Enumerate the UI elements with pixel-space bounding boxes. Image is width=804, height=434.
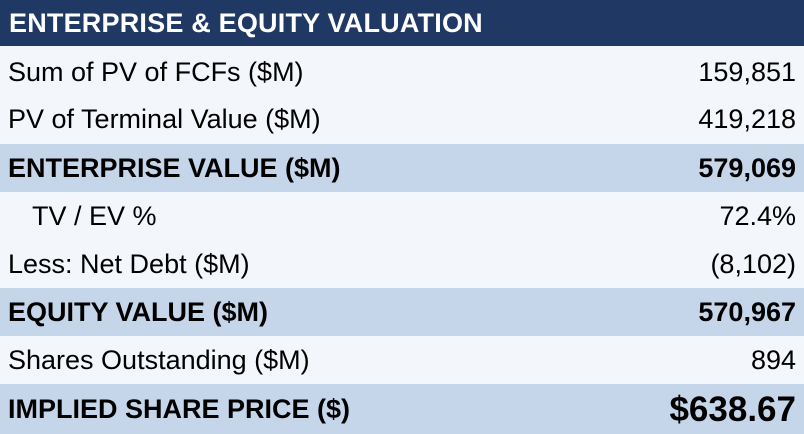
row-label: TV / EV % <box>32 200 157 231</box>
row-label: EQUITY VALUE ($M) <box>8 296 269 327</box>
row-shares-outstanding: Shares Outstanding ($M) 894 <box>0 336 804 384</box>
table-title-bar: ENTERPRISE & EQUITY VALUATION <box>0 0 804 46</box>
row-value: 570,967 <box>698 296 796 327</box>
row-value: 894 <box>750 344 796 375</box>
row-pv-terminal-value: PV of Terminal Value ($M) 419,218 <box>0 95 804 144</box>
row-label: Shares Outstanding ($M) <box>8 344 310 375</box>
row-label: ENTERPRISE VALUE ($M) <box>8 152 341 183</box>
row-label: Sum of PV of FCFs ($M) <box>8 56 304 87</box>
row-value: (8,102) <box>710 248 796 279</box>
row-value: 579,069 <box>698 152 796 183</box>
row-value: 159,851 <box>698 56 796 87</box>
row-value: 419,218 <box>698 104 796 134</box>
row-value: 72.4% <box>719 200 796 231</box>
row-equity-value: EQUITY VALUE ($M) 570,967 <box>0 288 804 336</box>
row-label: IMPLIED SHARE PRICE ($) <box>8 393 351 424</box>
row-implied-share-price: IMPLIED SHARE PRICE ($) $638.67 <box>0 384 804 434</box>
row-tv-ev-percent: TV / EV % 72.4% <box>0 192 804 240</box>
row-enterprise-value: ENTERPRISE VALUE ($M) 579,069 <box>0 144 804 192</box>
row-sum-pv-fcf: Sum of PV of FCFs ($M) 159,851 <box>0 49 804 95</box>
row-label: Less: Net Debt ($M) <box>8 248 250 279</box>
table-title: ENTERPRISE & EQUITY VALUATION <box>9 7 483 38</box>
implied-share-price-value: $638.67 <box>669 389 796 429</box>
row-net-debt: Less: Net Debt ($M) (8,102) <box>0 240 804 288</box>
row-label: PV of Terminal Value ($M) <box>8 104 321 134</box>
